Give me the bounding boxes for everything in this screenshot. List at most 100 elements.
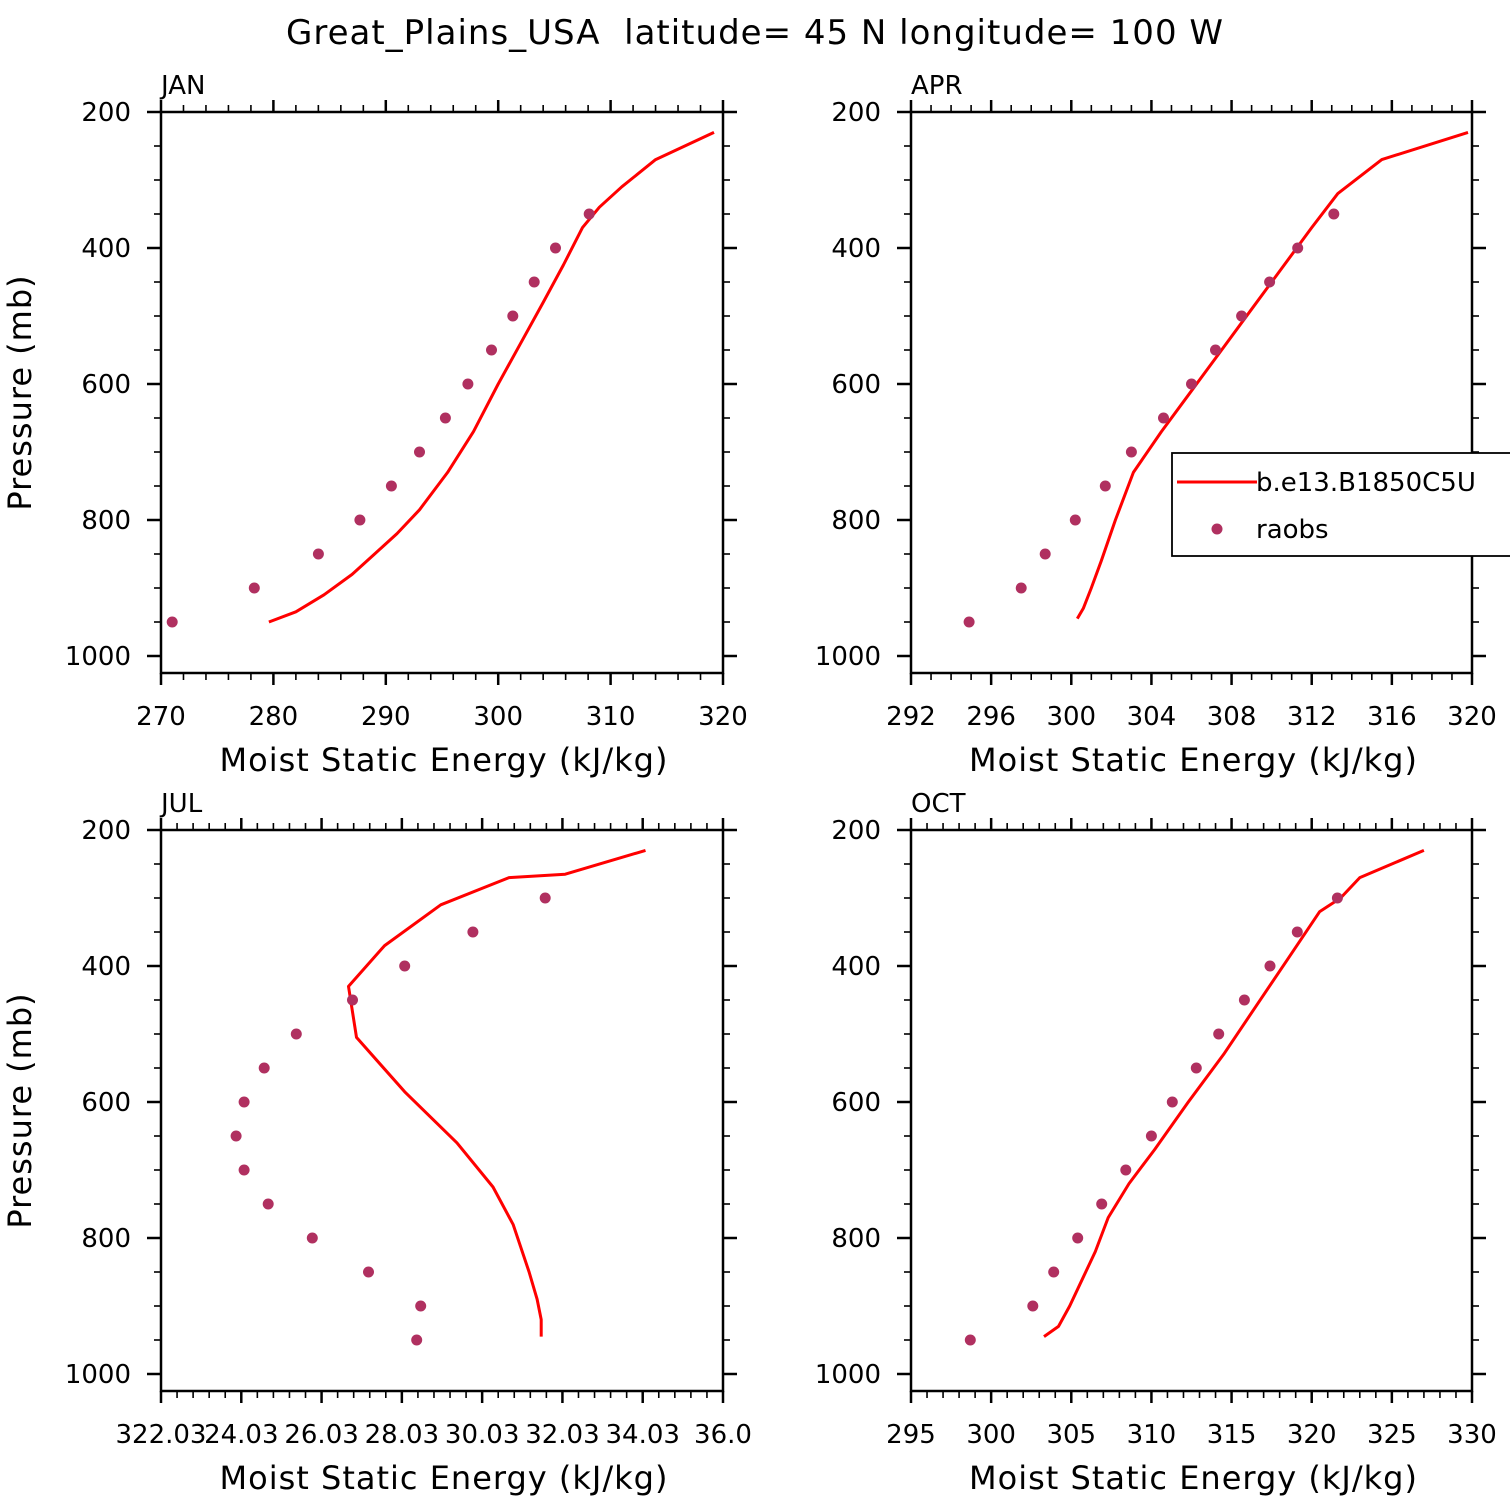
obs-point — [312, 548, 324, 560]
x-tick-label: 330 — [1447, 1420, 1497, 1450]
y-axis-title: Pressure (mb) — [1, 992, 39, 1228]
x-tick-label: 316 — [1367, 702, 1417, 732]
panel-oct: OCT 295 300 305 310 315 320 325 330 200 400 600 800 1… — [815, 789, 1497, 1497]
x-tick-label: 325 — [1367, 1420, 1417, 1450]
obs-point — [1213, 1028, 1225, 1040]
x-tick-label: 26.03 — [284, 1420, 358, 1450]
obs-point — [414, 446, 425, 458]
obs-point — [963, 616, 975, 628]
obs-point — [550, 242, 561, 254]
y-tick-label: 400 — [831, 234, 881, 264]
legend-label-obs: raobs — [1256, 515, 1329, 545]
y-tick-label: 400 — [831, 952, 881, 982]
series-line-model — [268, 131, 715, 624]
x-tick-label: 36.0 — [694, 1420, 752, 1450]
y-tick-label: 600 — [81, 370, 131, 400]
x-tick-label: 24.03 — [204, 1420, 278, 1450]
plot-frame — [909, 828, 1474, 1393]
panel-apr: APR 292 296 300 304 308 312 316 320 200 400 600 800 1… — [815, 71, 1497, 779]
obs-point — [1125, 446, 1137, 458]
obs-point — [1291, 926, 1303, 938]
obs-point — [462, 378, 474, 390]
x-tick-label: 320 — [1447, 702, 1497, 732]
x-tick-label: 310 — [1127, 1420, 1177, 1450]
obs-point — [385, 480, 397, 492]
y-tick-label: 1000 — [65, 1360, 131, 1390]
obs-point — [306, 1232, 318, 1244]
y-tick-label: 200 — [81, 98, 131, 128]
obs-point — [1328, 208, 1340, 220]
obs-point — [1027, 1300, 1039, 1312]
x-tick-label: 270 — [136, 702, 186, 732]
obs-point — [1015, 582, 1027, 594]
y-tick-label: 1000 — [815, 1360, 881, 1390]
x-axis-title: Moist Static Energy (kJ/kg) — [220, 1459, 669, 1497]
obs-point — [486, 344, 497, 356]
panels-group: JAN 270 280 290 300 310 320 200 400 600 800 1000 Moi… — [1, 71, 1510, 1497]
obs-point — [1331, 892, 1343, 904]
y-tick-label: 200 — [831, 816, 881, 846]
obs-point — [262, 1198, 274, 1210]
plot-frame — [159, 110, 725, 675]
y-axis-title: Pressure (mb) — [1, 274, 39, 510]
obs-point — [290, 1028, 302, 1040]
y-tick-label: 200 — [831, 98, 881, 128]
x-tick-label: 300 — [1046, 702, 1096, 732]
obs-point — [1264, 276, 1276, 288]
legend-box — [1171, 452, 1510, 557]
x-tick-label: 320 — [698, 702, 748, 732]
plot-frame — [159, 828, 725, 1393]
obs-point — [964, 1334, 976, 1346]
obs-point — [1292, 242, 1304, 254]
x-axis-title: Moist Static Energy (kJ/kg) — [969, 1459, 1418, 1497]
obs-point — [583, 208, 595, 220]
obs-point — [528, 276, 540, 288]
x-axis-title: Moist Static Energy (kJ/kg) — [969, 741, 1418, 779]
y-tick-label: 800 — [831, 1224, 881, 1254]
obs-point — [354, 514, 366, 526]
obs-point — [439, 412, 451, 424]
x-axis-title: Moist Static Energy (kJ/kg) — [220, 741, 669, 779]
obs-point — [1210, 344, 1221, 356]
obs-point — [238, 1164, 250, 1176]
x-tick-label: 290 — [361, 702, 411, 732]
obs-point — [539, 892, 551, 904]
obs-point — [399, 960, 411, 972]
obs-point — [166, 616, 178, 628]
panel-label: JUL — [159, 789, 203, 819]
obs-point — [238, 1096, 250, 1108]
obs-point — [467, 926, 479, 938]
series-line-model — [1043, 849, 1425, 1338]
obs-point — [1236, 310, 1248, 322]
x-tick-label: 320 — [1287, 1420, 1337, 1450]
legend-label-model: b.e13.B1850C5U — [1256, 468, 1476, 498]
x-tick-label: 30.03 — [445, 1420, 519, 1450]
y-tick-label: 600 — [831, 1088, 881, 1118]
x-tick-label: 312 — [1287, 702, 1337, 732]
x-tick-label: 296 — [966, 702, 1016, 732]
series-line-model — [1076, 130, 1469, 620]
obs-point — [507, 310, 519, 322]
x-tick-label: 300 — [473, 702, 523, 732]
obs-point — [1166, 1096, 1178, 1108]
panel-label: JAN — [159, 71, 205, 101]
obs-point — [1120, 1164, 1132, 1176]
series-line-model — [347, 848, 646, 1337]
obs-point — [248, 582, 260, 594]
y-tick-label: 800 — [81, 506, 131, 536]
y-tick-label: 400 — [81, 234, 131, 264]
obs-point — [411, 1334, 423, 1346]
legend-marker-swatch — [1211, 523, 1223, 535]
x-tick-label: 315 — [1207, 1420, 1257, 1450]
obs-point — [1186, 378, 1197, 390]
y-tick-label: 400 — [81, 952, 131, 982]
obs-point — [1096, 1198, 1108, 1210]
x-tick-label: 32.03 — [525, 1420, 599, 1450]
legend: b.e13.B1850C5U raobs — [1171, 452, 1510, 557]
y-tick-label: 800 — [831, 506, 881, 536]
x-tick-label: 310 — [586, 702, 636, 732]
x-tick-label: 304 — [1127, 702, 1177, 732]
panel-jan: JAN 270 280 290 300 310 320 200 400 600 800 1000 Moi… — [1, 71, 748, 779]
